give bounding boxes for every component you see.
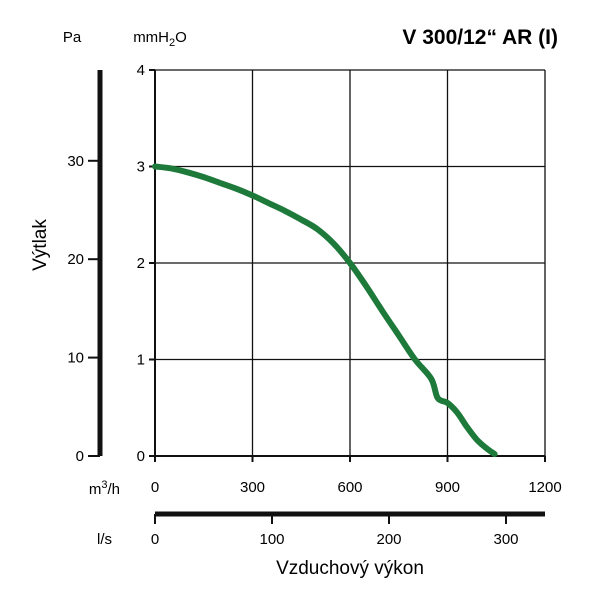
chart-title: V 300/12“ AR (I) (402, 26, 558, 49)
x-unit-label: m3/h (89, 479, 120, 498)
y2-tick-label: 30 (67, 153, 84, 170)
y-tick-label: 0 (137, 448, 145, 465)
x2-tick-label: 200 (376, 531, 401, 548)
x-unit-tail: /h (107, 481, 120, 498)
x-tick-label: 300 (240, 479, 265, 496)
x2-tick-label: 300 (493, 531, 518, 548)
x-axis-title: Vzduchový výkon (276, 558, 424, 579)
x2-tick-label: 0 (151, 531, 159, 548)
x-unit-base: m (89, 481, 102, 498)
y2-unit-label: Pa (63, 29, 82, 46)
x2-tick-label: 100 (259, 531, 284, 548)
y-tick-label: 2 (137, 255, 145, 272)
x-unit-sup: 3 (101, 479, 107, 491)
x-tick-label: 0 (151, 479, 159, 496)
y-unit-tail: O (175, 29, 187, 46)
y-unit-sub: 2 (169, 37, 175, 49)
y-tick-label: 4 (137, 62, 145, 79)
series-line-0 (152, 163, 498, 458)
y-unit-base: mmH (133, 29, 169, 46)
y-tick-label: 1 (137, 352, 145, 369)
y-tick-label: 3 (137, 159, 145, 176)
y2-tick-label: 10 (67, 350, 84, 367)
series-layer (152, 163, 498, 458)
x-tick-label: 900 (435, 479, 460, 496)
x-tick-label: 600 (337, 479, 362, 496)
y2-tick-label: 0 (76, 448, 84, 465)
x2-unit-label: l/s (97, 531, 112, 548)
y-axis-title: Výtlak (30, 219, 51, 271)
x-tick-label: 1200 (528, 479, 561, 496)
y-unit-label: mmH2O (133, 29, 187, 49)
y2-tick-label: 20 (67, 251, 84, 268)
